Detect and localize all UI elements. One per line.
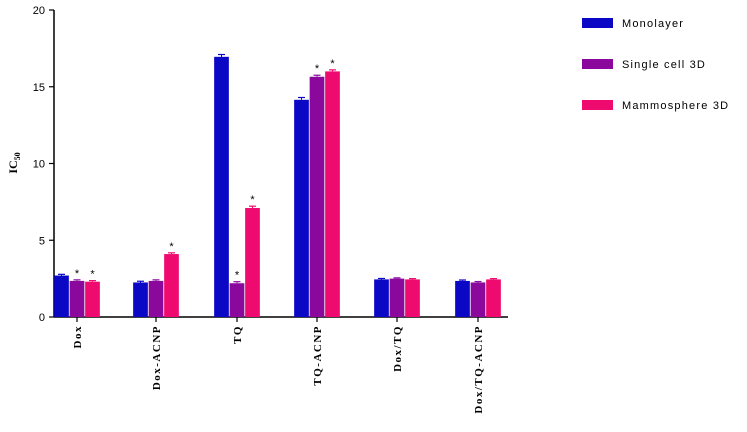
bar-group-dox: * *	[54, 268, 100, 317]
bar	[229, 283, 245, 317]
bar	[214, 56, 229, 317]
legend-label: Single cell 3D	[622, 59, 706, 71]
legend-swatch	[582, 18, 613, 28]
legend-swatch	[582, 100, 613, 110]
significance-marker: *	[250, 194, 255, 206]
x-axis: Dox Dox-ACNP TQ TQ-ACNP Dox/TQ Dox/TQ-ACNP	[54, 316, 508, 414]
y-axis-label-main: IC	[6, 160, 20, 173]
bar	[133, 282, 148, 317]
y-axis-label: IC50	[6, 152, 22, 173]
bars: * ***** *	[54, 53, 501, 318]
bar	[309, 76, 325, 318]
x-tick-label: Dox/TQ-ACNP	[473, 325, 485, 414]
x-tick-label: TQ-ACNP	[312, 325, 324, 386]
significance-marker: *	[90, 269, 95, 281]
bar	[85, 281, 100, 317]
bar	[164, 254, 179, 317]
legend-item: Mammosphere 3D	[582, 100, 729, 112]
significance-marker: *	[75, 268, 80, 280]
bar	[374, 279, 389, 317]
legend-label: Monolayer	[622, 18, 684, 30]
significance-marker: *	[315, 63, 320, 75]
y-tick-label: 10	[33, 159, 45, 171]
bar	[245, 208, 260, 317]
bar	[294, 99, 309, 317]
bar	[325, 71, 340, 318]
bar	[486, 279, 501, 317]
y-axis: 0 5 10 15 20	[33, 5, 55, 324]
bar	[148, 280, 164, 317]
legend-item: Single cell 3D	[582, 59, 706, 71]
x-tick-label: Dox/TQ	[392, 325, 404, 372]
bar	[470, 282, 486, 317]
y-tick-label: 20	[33, 5, 45, 17]
bar-group-tq: **	[214, 53, 260, 317]
legend-swatch	[582, 59, 613, 69]
y-tick-label: 0	[39, 312, 45, 324]
bar-group-dox-tq	[374, 277, 420, 317]
bar-group-dox-tq-acnp	[455, 278, 501, 317]
significance-marker: *	[235, 270, 240, 282]
x-tick-label: Dox	[72, 325, 84, 348]
x-tick-label: Dox-ACNP	[151, 325, 163, 390]
bar	[389, 278, 405, 317]
legend-item: Monolayer	[582, 18, 684, 30]
legend: Monolayer Single cell 3D Mammosphere 3D	[582, 18, 729, 112]
bar	[69, 280, 85, 317]
bar	[405, 279, 420, 317]
bar-group-dox-acnp: *	[133, 241, 179, 317]
significance-marker: *	[169, 241, 174, 253]
y-axis-label-subscript: 50	[13, 152, 22, 160]
y-tick-label: 5	[39, 235, 45, 247]
bar-group-tq-acnp: * *	[294, 58, 340, 318]
x-tick-label: TQ	[232, 325, 244, 344]
y-tick-label: 15	[33, 82, 45, 94]
legend-label: Mammosphere 3D	[622, 100, 729, 112]
bar	[455, 280, 470, 317]
significance-marker: *	[330, 58, 335, 70]
bar	[54, 275, 69, 317]
